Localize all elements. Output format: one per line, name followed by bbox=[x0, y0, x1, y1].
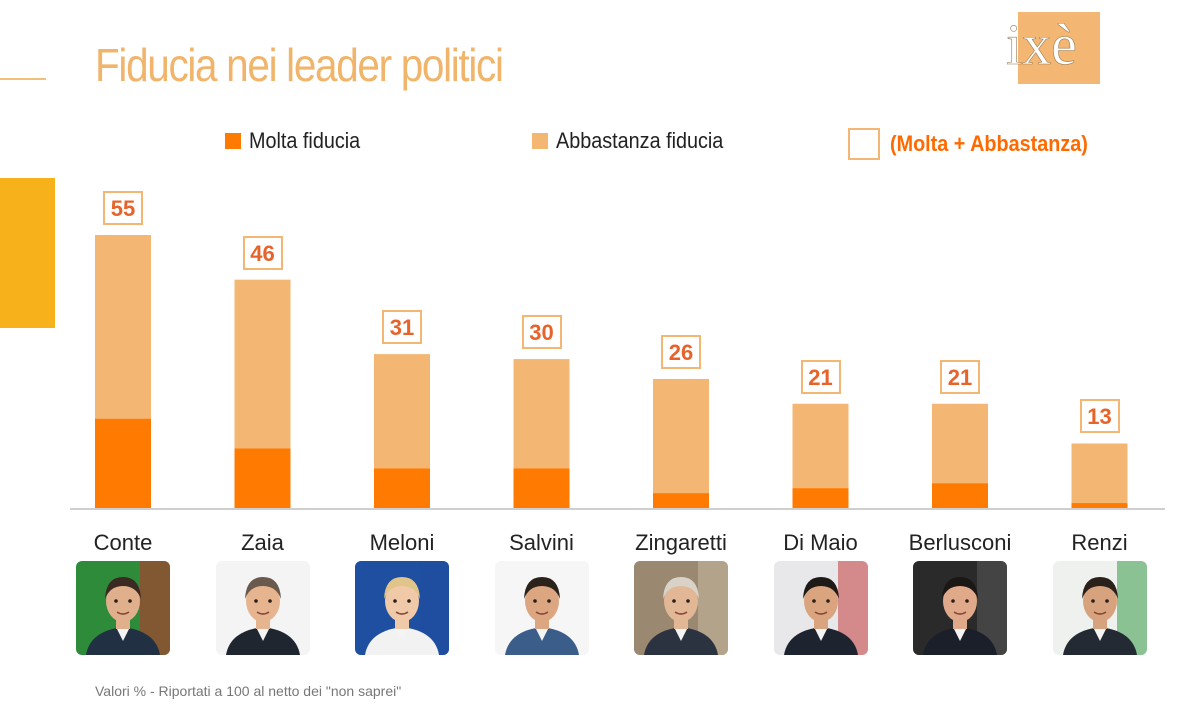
portrait-renzi-icon bbox=[1052, 561, 1147, 655]
total-label-meloni: 31 bbox=[382, 310, 422, 345]
decorative-line bbox=[0, 78, 46, 80]
total-label-zaia: 46 bbox=[242, 235, 283, 270]
legend-label-total: (Molta + Abbastanza) bbox=[890, 131, 1088, 156]
legend-molta: Molta fiducia bbox=[225, 128, 373, 154]
legend-label-molta: Molta fiducia bbox=[249, 128, 361, 153]
category-label-meloni: Meloni bbox=[369, 530, 435, 555]
chart-title: Fiducia nei leader politici bbox=[95, 39, 504, 91]
bar-molta-berlusconi bbox=[932, 483, 988, 508]
portrait-berlusconi-icon bbox=[913, 561, 1007, 655]
ixe-logo: ixè bbox=[1006, 12, 1100, 84]
total-label-berlusconi: 21 bbox=[940, 359, 980, 394]
portrait-dimaio-icon bbox=[773, 561, 868, 655]
portrait-zaia-icon bbox=[215, 561, 310, 655]
bar-abbastanza-di-maio bbox=[792, 403, 849, 489]
portrait-meloni-icon bbox=[355, 561, 449, 655]
category-label-salvini: Salvini bbox=[509, 530, 574, 555]
bar-abbastanza-zingaretti bbox=[653, 378, 709, 494]
portrait-salvini-icon bbox=[494, 561, 589, 655]
bar-molta-renzi bbox=[1071, 503, 1128, 508]
category-label-berlusconi: Berlusconi bbox=[908, 530, 1012, 555]
bar-abbastanza-meloni bbox=[374, 354, 430, 469]
legend-label-abbastanza: Abbastanza fiducia bbox=[556, 128, 724, 153]
bar-abbastanza-berlusconi bbox=[932, 403, 988, 484]
legend-abbastanza: Abbastanza fiducia bbox=[532, 128, 742, 154]
legend-swatch-total bbox=[848, 128, 880, 160]
bar-molta-salvini bbox=[513, 468, 570, 508]
category-label-conte: Conte bbox=[93, 530, 153, 555]
bar-molta-conte bbox=[95, 418, 151, 508]
bar-abbastanza-renzi bbox=[1071, 443, 1128, 504]
bar-molta-zaia bbox=[234, 448, 291, 508]
total-label-di-maio: 21 bbox=[800, 359, 841, 394]
bar-abbastanza-zaia bbox=[234, 279, 291, 449]
bar-abbastanza-conte bbox=[95, 235, 151, 419]
legend-swatch-molta bbox=[225, 133, 241, 149]
decorative-accent-block bbox=[0, 178, 55, 328]
logo-text: ixè bbox=[1006, 12, 1077, 77]
total-label-salvini: 30 bbox=[521, 315, 562, 350]
total-label-zingaretti: 26 bbox=[661, 334, 701, 369]
bar-molta-di-maio bbox=[792, 488, 849, 508]
total-label-conte: 55 bbox=[103, 191, 143, 225]
category-label-zaia: Zaia bbox=[241, 530, 284, 555]
total-label-renzi: 13 bbox=[1079, 399, 1120, 434]
bar-abbastanza-salvini bbox=[513, 359, 570, 469]
bar-molta-zingaretti bbox=[653, 493, 709, 508]
portrait-conte-icon bbox=[76, 561, 170, 655]
bar-molta-meloni bbox=[374, 468, 430, 508]
footnote: Valori % - Riportati a 100 al netto dei … bbox=[95, 683, 402, 699]
legend-swatch-abbastanza bbox=[532, 133, 548, 149]
portrait-zingaretti-icon bbox=[634, 561, 728, 655]
category-label-zingaretti: Zingaretti bbox=[635, 530, 727, 555]
category-label-renzi: Renzi bbox=[1071, 530, 1128, 555]
category-label-di-maio: Di Maio bbox=[783, 530, 858, 555]
legend-total: (Molta + Abbastanza) bbox=[848, 128, 1110, 160]
